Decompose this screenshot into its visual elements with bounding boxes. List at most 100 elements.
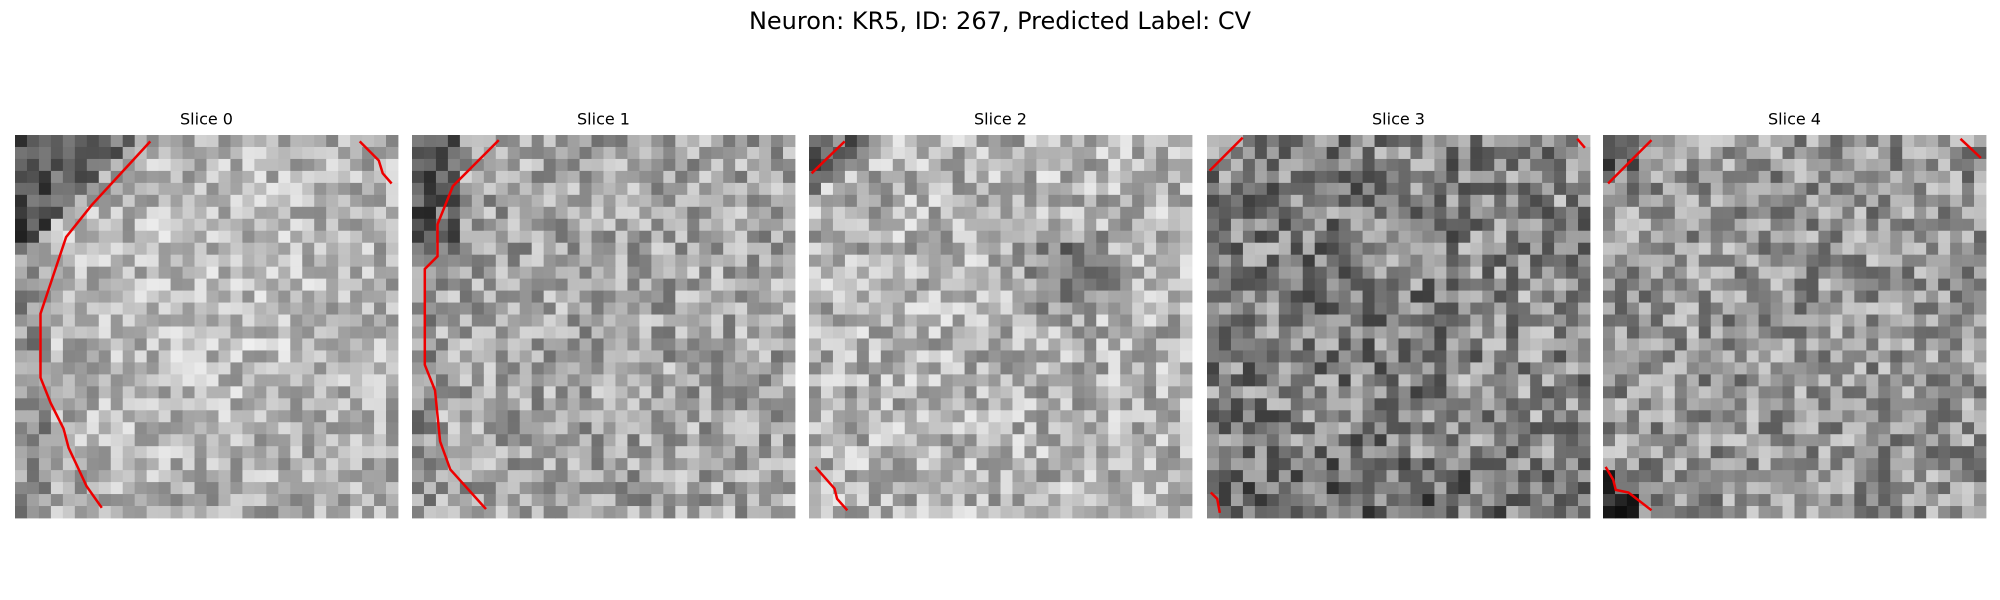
pixel xyxy=(412,362,425,375)
pixel xyxy=(1218,230,1232,244)
pixel xyxy=(423,135,437,148)
pixel xyxy=(230,206,243,220)
pixel xyxy=(1302,350,1316,363)
pixel xyxy=(1734,170,1748,184)
pixel xyxy=(435,338,449,351)
pixel xyxy=(964,242,977,256)
pixel xyxy=(711,158,724,172)
pixel xyxy=(904,398,918,411)
pixel xyxy=(1060,446,1073,459)
pixel xyxy=(194,218,207,232)
pixel xyxy=(928,434,942,447)
pixel xyxy=(1614,254,1628,268)
pixel xyxy=(1530,302,1543,315)
pixel xyxy=(1794,218,1807,232)
pixel xyxy=(1398,446,1411,459)
pixel xyxy=(567,135,580,148)
pixel xyxy=(1410,314,1423,327)
pixel xyxy=(1446,135,1459,148)
pixel xyxy=(278,482,291,495)
pixel xyxy=(916,158,930,172)
pixel xyxy=(711,482,724,495)
pixel xyxy=(314,266,327,280)
pixel xyxy=(122,230,136,244)
pixel xyxy=(302,362,315,375)
pixel xyxy=(350,242,363,256)
pixel xyxy=(579,410,592,423)
pixel xyxy=(783,290,796,303)
pixel xyxy=(1156,350,1169,363)
pixel xyxy=(952,410,965,423)
pixel xyxy=(711,362,724,375)
pixel xyxy=(1938,314,1951,327)
pixel xyxy=(555,494,568,507)
pixel xyxy=(447,146,461,160)
pixel xyxy=(1482,506,1495,519)
pixel xyxy=(278,206,291,220)
pixel xyxy=(1410,458,1423,471)
pixel xyxy=(723,278,736,291)
pixel xyxy=(134,446,148,459)
pixel xyxy=(615,446,628,459)
pixel xyxy=(1950,170,1963,184)
pixel xyxy=(771,158,784,172)
pixel xyxy=(892,362,906,375)
pixel xyxy=(627,146,640,160)
pixel xyxy=(1578,386,1591,399)
pixel xyxy=(856,398,870,411)
pixel xyxy=(1120,326,1133,339)
pixel xyxy=(892,146,906,160)
pixel xyxy=(904,350,918,363)
pixel xyxy=(1338,254,1352,268)
pixel xyxy=(1722,206,1736,220)
pixel xyxy=(1446,446,1459,459)
pixel xyxy=(507,434,521,447)
pixel xyxy=(495,398,509,411)
pixel xyxy=(1530,434,1543,447)
pixel xyxy=(338,302,351,315)
pixel xyxy=(122,470,136,483)
pixel xyxy=(110,470,124,483)
pixel xyxy=(1326,386,1340,399)
pixel xyxy=(122,494,136,507)
pixel xyxy=(1878,242,1891,256)
pixel xyxy=(15,374,28,387)
pixel xyxy=(603,350,616,363)
pixel xyxy=(1926,434,1939,447)
pixel xyxy=(447,470,461,483)
pixel xyxy=(1278,422,1292,435)
pixel xyxy=(940,458,954,471)
pixel xyxy=(1036,422,1049,435)
pixel xyxy=(1084,386,1097,399)
pixel xyxy=(122,458,136,471)
pixel xyxy=(1554,434,1567,447)
pixel xyxy=(1096,158,1109,172)
pixel xyxy=(1386,374,1399,387)
pixel xyxy=(1410,278,1423,291)
pixel xyxy=(916,350,930,363)
pixel xyxy=(134,290,148,303)
pixel xyxy=(1746,326,1759,339)
pixel xyxy=(386,470,399,483)
pixel xyxy=(1782,326,1795,339)
pixel xyxy=(759,170,772,184)
pixel xyxy=(1494,362,1507,375)
pixel xyxy=(531,170,545,184)
pixel xyxy=(976,266,989,280)
pixel xyxy=(1638,206,1652,220)
pixel xyxy=(1386,182,1399,196)
pixel xyxy=(1144,386,1157,399)
pixel xyxy=(735,326,748,339)
pixel xyxy=(747,135,760,148)
pixel xyxy=(459,458,473,471)
pixel xyxy=(1866,422,1879,435)
pixel xyxy=(627,410,640,423)
pixel xyxy=(1314,206,1328,220)
pixel xyxy=(1554,158,1567,172)
pixel xyxy=(110,302,124,315)
pixel xyxy=(1338,386,1352,399)
pixel xyxy=(809,242,822,256)
pixel xyxy=(412,338,425,351)
pixel xyxy=(759,314,772,327)
pixel xyxy=(1782,362,1795,375)
